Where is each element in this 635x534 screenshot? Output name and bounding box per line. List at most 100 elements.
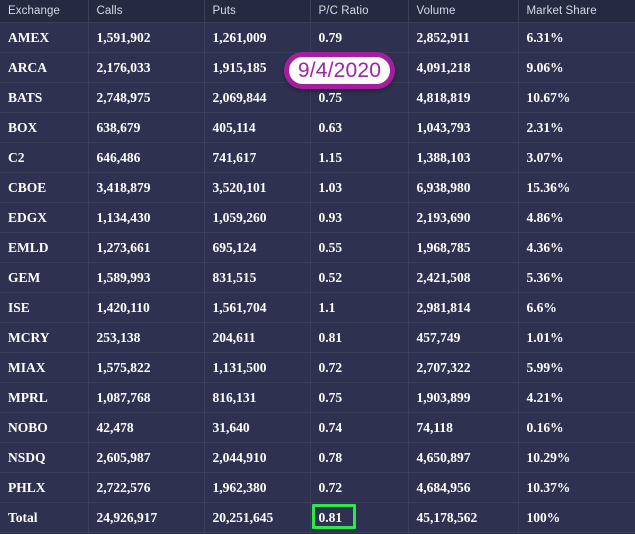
cell-puts[interactable]: 1,059,260 xyxy=(204,202,311,233)
cell-exchange[interactable]: BOX xyxy=(0,112,89,143)
cell-volume[interactable]: 1,043,793 xyxy=(408,112,519,143)
cell-puts[interactable]: 1,261,009 xyxy=(204,22,311,53)
cell-pc-ratio[interactable]: 0.72 xyxy=(310,352,409,383)
cell-volume[interactable]: 1,903,899 xyxy=(408,382,519,413)
table-row[interactable]: MIAX 1,575,822 1,131,500 0.72 2,707,322 5.99% xyxy=(0,352,635,383)
cell-calls[interactable]: 1,273,661 xyxy=(88,232,205,263)
cell-market-share[interactable]: 10.37% xyxy=(518,472,635,503)
cell-calls[interactable]: 3,418,879 xyxy=(88,172,205,203)
cell-puts[interactable]: 2,044,910 xyxy=(204,442,311,473)
column-header-puts[interactable]: Puts xyxy=(204,0,311,23)
cell-volume[interactable]: 2,981,814 xyxy=(408,292,519,323)
cell-pc-ratio[interactable]: 1.1 xyxy=(310,292,409,323)
cell-pc-ratio[interactable]: 0.81 xyxy=(310,322,409,353)
cell-volume[interactable]: 74,118 xyxy=(408,412,519,443)
cell-market-share[interactable]: 2.31% xyxy=(518,112,635,143)
table-row[interactable]: CBOE 3,418,879 3,520,101 1.03 6,938,980 15.36… xyxy=(0,172,635,203)
cell-volume[interactable]: 1,968,785 xyxy=(408,232,519,263)
cell-calls[interactable]: 1,134,430 xyxy=(88,202,205,233)
cell-volume[interactable]: 4,818,819 xyxy=(408,82,519,113)
cell-calls[interactable]: 1,591,902 xyxy=(88,22,205,53)
cell-calls[interactable]: 638,679 xyxy=(88,112,205,143)
cell-pc-ratio[interactable]: 0.75 xyxy=(310,382,409,413)
cell-calls[interactable]: 1,575,822 xyxy=(88,352,205,383)
cell-puts[interactable]: 1,962,380 xyxy=(204,472,311,503)
cell-volume[interactable]: 4,650,897 xyxy=(408,442,519,473)
cell-market-share[interactable]: 5.36% xyxy=(518,262,635,293)
table-row[interactable]: EMLD 1,273,661 695,124 0.55 1,968,785 4.36% xyxy=(0,232,635,263)
table-row[interactable]: GEM 1,589,993 831,515 0.52 2,421,508 5.36% xyxy=(0,262,635,293)
cell-exchange[interactable]: BATS xyxy=(0,82,89,113)
cell-puts[interactable]: 1,561,704 xyxy=(204,292,311,323)
cell-exchange[interactable]: EMLD xyxy=(0,232,89,263)
cell-puts[interactable]: 204,611 xyxy=(204,322,311,353)
cell-volume[interactable]: 2,421,508 xyxy=(408,262,519,293)
cell-calls[interactable]: 646,486 xyxy=(88,142,205,173)
cell-pc-ratio[interactable]: 0.72 xyxy=(310,472,409,503)
table-row[interactable]: ISE 1,420,110 1,561,704 1.1 2,981,814 6.6% xyxy=(0,292,635,323)
cell-market-share[interactable]: 5.99% xyxy=(518,352,635,383)
cell-puts[interactable]: 405,114 xyxy=(204,112,311,143)
cell-calls[interactable]: 2,176,033 xyxy=(88,52,205,83)
table-row[interactable]: MCRY 253,138 204,611 0.81 457,749 1.01% xyxy=(0,322,635,353)
cell-volume[interactable]: 6,938,980 xyxy=(408,172,519,203)
cell-calls[interactable]: 1,420,110 xyxy=(88,292,205,323)
cell-pc-ratio[interactable]: 0.93 xyxy=(310,202,409,233)
cell-exchange[interactable]: CBOE xyxy=(0,172,89,203)
cell-calls[interactable]: 1,589,993 xyxy=(88,262,205,293)
cell-market-share[interactable]: 10.29% xyxy=(518,442,635,473)
cell-puts[interactable]: 1,131,500 xyxy=(204,352,311,383)
cell-exchange[interactable]: ARCA xyxy=(0,52,89,83)
cell-puts[interactable]: 741,617 xyxy=(204,142,311,173)
cell-puts[interactable]: 831,515 xyxy=(204,262,311,293)
cell-calls[interactable]: 42,478 xyxy=(88,412,205,443)
cell-pc-ratio[interactable]: 1.15 xyxy=(310,142,409,173)
table-row[interactable]: PHLX 2,722,576 1,962,380 0.72 4,684,956 10.37… xyxy=(0,472,635,503)
cell-pc-ratio[interactable]: 0.63 xyxy=(310,112,409,143)
cell-exchange[interactable]: NSDQ xyxy=(0,442,89,473)
cell-puts[interactable]: 20,251,645 xyxy=(204,502,311,533)
cell-puts[interactable]: 3,520,101 xyxy=(204,172,311,203)
cell-market-share[interactable]: 100% xyxy=(518,502,635,533)
cell-calls[interactable]: 2,748,975 xyxy=(88,82,205,113)
table-row[interactable]: EDGX 1,134,430 1,059,260 0.93 2,193,690 4.86% xyxy=(0,202,635,233)
cell-calls[interactable]: 24,926,917 xyxy=(88,502,205,533)
cell-volume[interactable]: 4,091,218 xyxy=(408,52,519,83)
cell-puts[interactable]: 2,069,844 xyxy=(204,82,311,113)
column-header-volume[interactable]: Volume xyxy=(408,0,519,23)
cell-market-share[interactable]: 0.16% xyxy=(518,412,635,443)
cell-pc-ratio[interactable]: 0.78 xyxy=(310,442,409,473)
cell-calls[interactable]: 253,138 xyxy=(88,322,205,353)
cell-volume[interactable]: 4,684,956 xyxy=(408,472,519,503)
cell-calls[interactable]: 2,605,987 xyxy=(88,442,205,473)
cell-volume[interactable]: 457,749 xyxy=(408,322,519,353)
cell-volume[interactable]: 2,193,690 xyxy=(408,202,519,233)
cell-pc-ratio[interactable]: 0.74 xyxy=(310,412,409,443)
column-header-pc-ratio[interactable]: P/C Ratio xyxy=(310,0,409,23)
cell-pc-ratio[interactable]: 0.81 xyxy=(310,502,409,533)
table-row[interactable]: C2 646,486 741,617 1.15 1,388,103 3.07% xyxy=(0,142,635,173)
column-header-calls[interactable]: Calls xyxy=(88,0,205,23)
table-row[interactable]: NOBO 42,478 31,640 0.74 74,118 0.16% xyxy=(0,412,635,443)
cell-volume[interactable]: 2,707,322 xyxy=(408,352,519,383)
cell-calls[interactable]: 2,722,576 xyxy=(88,472,205,503)
table-row[interactable]: BOX 638,679 405,114 0.63 1,043,793 2.31% xyxy=(0,112,635,143)
table-row[interactable]: BATS 2,748,975 2,069,844 0.75 4,818,819 10.67… xyxy=(0,82,635,113)
cell-volume[interactable]: 1,388,103 xyxy=(408,142,519,173)
cell-volume[interactable]: 2,852,911 xyxy=(408,22,519,53)
cell-market-share[interactable]: 15.36% xyxy=(518,172,635,203)
cell-market-share[interactable]: 4.21% xyxy=(518,382,635,413)
cell-puts[interactable]: 31,640 xyxy=(204,412,311,443)
table-row[interactable]: AMEX 1,591,902 1,261,009 0.79 2,852,911 6.31% xyxy=(0,22,635,53)
cell-pc-ratio[interactable]: 0.52 xyxy=(310,262,409,293)
table-row[interactable]: NSDQ 2,605,987 2,044,910 0.78 4,650,897 10.29… xyxy=(0,442,635,473)
cell-market-share[interactable]: 3.07% xyxy=(518,142,635,173)
cell-market-share[interactable]: 6.31% xyxy=(518,22,635,53)
cell-puts[interactable]: 695,124 xyxy=(204,232,311,263)
cell-exchange[interactable]: MIAX xyxy=(0,352,89,383)
cell-market-share[interactable]: 6.6% xyxy=(518,292,635,323)
cell-puts[interactable]: 816,131 xyxy=(204,382,311,413)
column-header-exchange[interactable]: Exchange xyxy=(0,0,89,23)
cell-pc-ratio[interactable]: 0.79 xyxy=(310,22,409,53)
cell-calls[interactable]: 1,087,768 xyxy=(88,382,205,413)
